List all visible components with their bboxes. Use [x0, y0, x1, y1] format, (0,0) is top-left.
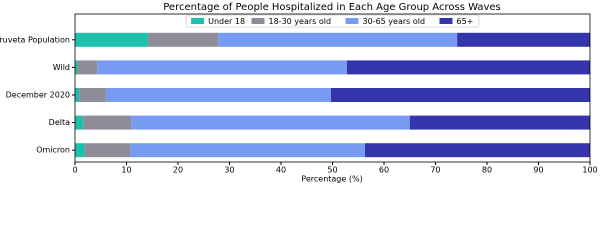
- bar-segment: [75, 115, 84, 130]
- bar-segment: [330, 88, 590, 102]
- bar-segment: [457, 32, 590, 47]
- x-tick-label: 90: [533, 166, 543, 175]
- bar-segment: [77, 60, 98, 75]
- y-tick-label: Omicron: [36, 146, 70, 155]
- x-tick-label: 30: [224, 166, 234, 175]
- legend-label: 65+: [457, 17, 474, 26]
- legend-label: 30-65 years old: [363, 17, 426, 26]
- x-tick-label: 80: [482, 166, 492, 175]
- bar-segment: [79, 88, 106, 102]
- bar-segment: [105, 88, 331, 102]
- bar-segment: [148, 32, 219, 47]
- bar-segment: [75, 143, 85, 158]
- bar-segment: [130, 143, 365, 158]
- bar-segment: [218, 32, 458, 47]
- x-tick-label: 20: [173, 166, 183, 175]
- bar-segment: [84, 143, 131, 158]
- x-axis-label: Percentage (%): [301, 175, 362, 184]
- x-tick-label: 0: [72, 166, 77, 175]
- y-tick-label: December 2020: [6, 91, 70, 100]
- bar-segment: [364, 143, 590, 158]
- legend-swatch: [439, 18, 453, 24]
- x-tick-label: 40: [276, 166, 286, 175]
- plot-frame: [74, 13, 591, 163]
- y-tick-label: Delta: [49, 118, 70, 127]
- y-tick-label: Wild: [53, 63, 70, 72]
- bar-segment: [83, 115, 132, 130]
- legend-swatch: [345, 18, 359, 24]
- legend-label: Under 18: [208, 17, 245, 26]
- x-tick-label: 50: [327, 166, 337, 175]
- bar-segment: [75, 32, 149, 47]
- x-tick-label: 10: [121, 166, 131, 175]
- bar-segment: [97, 60, 347, 75]
- legend-label: 18-30 years old: [269, 17, 332, 26]
- x-tick-label: 100: [582, 166, 597, 175]
- x-tick-label: 60: [379, 166, 389, 175]
- x-tick-label: 70: [430, 166, 440, 175]
- bar-segment: [131, 115, 410, 130]
- chart: Percentage of People Hospitalized in Eac…: [0, 2, 598, 184]
- bar-segment: [409, 115, 590, 130]
- legend-swatch: [251, 18, 265, 24]
- bar-segment: [346, 60, 590, 75]
- legend-swatch: [191, 18, 205, 24]
- bar-segment: [75, 60, 78, 75]
- chart-title: Percentage of People Hospitalized in Eac…: [163, 2, 501, 13]
- y-tick-label: Truveta Population: [0, 35, 70, 44]
- bar-segment: [75, 88, 80, 102]
